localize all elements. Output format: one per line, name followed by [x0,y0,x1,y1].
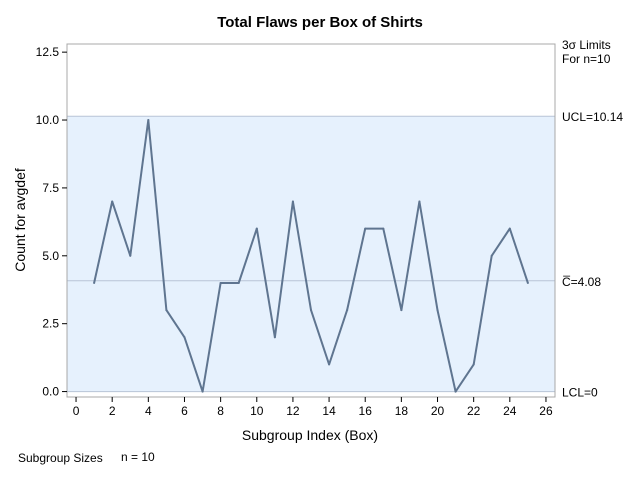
x-tick-label: 20 [431,404,445,418]
data-point [436,309,439,312]
center-label: C̅=4.08 [562,275,601,289]
data-point [508,227,511,230]
data-point [273,336,276,339]
data-point [93,281,96,284]
data-point [454,390,457,393]
x-tick-label: 14 [322,404,336,418]
data-point [490,254,493,257]
data-point [201,390,204,393]
subgroup-sizes-label: Subgroup Sizes [18,451,103,465]
data-point [219,281,222,284]
ucl-label: UCL=10.14 [562,110,623,124]
plot-frame [66,43,556,398]
data-point [291,200,294,203]
x-tick-label: 12 [286,404,300,418]
data-point [364,227,367,230]
chart-title: Total Flaws per Box of Shirts [217,14,423,31]
x-axis-label: Subgroup Index (Box) [242,427,378,443]
limits-heading-line-2: For n=10 [562,52,611,66]
data-point [328,363,331,366]
data-point [346,309,349,312]
data-point [310,309,312,312]
y-tick-label: 5.0 [42,249,59,263]
x-tick-label: 24 [503,404,517,418]
y-tick-label: 0.0 [42,385,59,399]
y-tick-label: 2.5 [42,317,59,331]
x-tick-label: 22 [467,404,481,418]
y-tick-label: 10.0 [36,113,60,127]
plot-area: 0.02.55.07.510.012.50 2 4 6 8 10 12 14 16 18 20 22 2… [36,43,556,418]
y-tick-label: 12.5 [36,45,60,59]
data-point [418,200,421,203]
data-point [472,363,475,366]
x-tick-label: 4 [145,404,152,418]
limits-heading-line-1: 3σ Limits [562,38,611,52]
x-tick-label: 0 [73,404,80,418]
x-tick-label: 18 [395,404,409,418]
data-point [129,254,132,257]
y-axis-label: Count for avgdef [12,168,28,272]
x-tick-label: 26 [539,404,553,418]
data-point [147,119,150,122]
subgroup-sizes-value: n = 10 [121,450,155,464]
data-point [382,227,385,230]
data-point [526,281,529,284]
x-tick-label: 16 [359,404,373,418]
x-tick-label: 10 [250,404,264,418]
x-tick-label: 2 [109,404,116,418]
data-point [255,227,258,230]
data-point [237,281,240,284]
x-tick-label: 6 [181,404,188,418]
lcl-label: LCL=0 [562,386,598,400]
data-point [400,309,403,312]
data-point [111,200,114,203]
data-point [183,336,186,339]
x-tick-label: 8 [217,404,224,418]
control-limit-band [67,116,555,392]
y-tick-label: 7.5 [42,181,59,195]
data-point [165,309,168,312]
